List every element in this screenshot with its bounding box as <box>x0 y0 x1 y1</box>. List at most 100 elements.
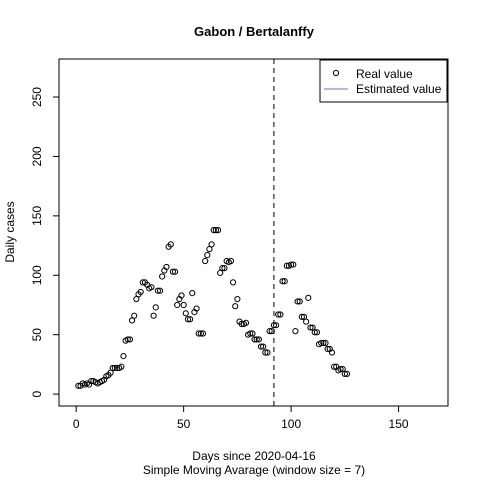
data-point <box>262 349 269 356</box>
data-point <box>199 330 207 337</box>
y-axis: 0 50 100 150 200 250 <box>30 87 60 397</box>
data-point <box>272 322 280 329</box>
data-point <box>195 330 202 337</box>
data-point <box>159 273 166 280</box>
data-point <box>303 318 310 325</box>
data-point <box>294 298 301 305</box>
y-tick-label: 50 <box>30 328 44 342</box>
data-point <box>320 339 327 347</box>
data-point <box>322 339 329 347</box>
data-point <box>337 366 344 373</box>
legend-point-marker <box>332 69 340 77</box>
x-tick-label: 50 <box>177 417 191 431</box>
x-axis-label: Days since 2020-04-16 <box>192 449 316 463</box>
data-point <box>197 330 204 337</box>
data-point <box>324 345 331 353</box>
data-point <box>313 329 321 336</box>
data-point <box>189 290 196 297</box>
y-tick-label: 0 <box>30 390 44 397</box>
data-point <box>227 257 235 265</box>
data-point <box>210 227 217 234</box>
data-point <box>167 241 174 248</box>
data-point <box>180 301 187 309</box>
data-point <box>251 336 258 343</box>
data-point <box>178 292 185 299</box>
data-point <box>212 227 219 234</box>
data-point <box>264 349 271 356</box>
x-axis: 0 50 100 150 <box>73 405 409 431</box>
data-point <box>118 363 125 370</box>
data-point <box>311 329 318 336</box>
data-point <box>169 268 177 275</box>
data-point <box>253 336 260 343</box>
data-point <box>229 279 237 286</box>
data-point <box>247 330 254 337</box>
chart-subtitle: Simple Moving Avarage (window size = 7) <box>143 463 365 477</box>
data-point <box>204 251 211 259</box>
data-point <box>120 352 127 360</box>
data-point <box>193 305 200 312</box>
data-point <box>257 343 265 350</box>
data-point <box>305 294 312 301</box>
legend-label-real: Real value <box>356 67 413 81</box>
data-point <box>232 303 239 310</box>
data-point <box>298 313 305 320</box>
plot-frame <box>58 58 449 407</box>
data-point <box>163 263 170 271</box>
data-point <box>290 261 297 268</box>
data-point <box>202 257 209 265</box>
y-axis-label: Daily cases <box>3 201 17 262</box>
data-point <box>288 261 295 268</box>
data-point <box>88 377 95 385</box>
data-point <box>318 339 325 347</box>
data-point <box>307 324 314 331</box>
data-point <box>126 336 134 343</box>
data-point <box>137 288 144 296</box>
data-point <box>266 328 273 335</box>
legend-box <box>319 59 448 103</box>
data-point <box>113 364 121 372</box>
x-tick-label: 0 <box>73 417 80 431</box>
legend-label-estimated: Estimated value <box>356 82 442 96</box>
data-point <box>219 265 226 272</box>
data-point <box>124 336 131 343</box>
data-point <box>292 328 299 335</box>
data-point <box>328 349 336 356</box>
data-point <box>275 311 282 318</box>
data-point <box>341 370 348 378</box>
data-point <box>214 227 222 234</box>
data-point <box>279 278 286 285</box>
data-point <box>330 363 338 370</box>
data-point <box>111 364 118 372</box>
data-point <box>255 336 262 343</box>
data-point <box>234 295 241 303</box>
data-point <box>343 370 351 378</box>
data-point <box>171 268 179 275</box>
x-tick-label: 150 <box>389 417 409 431</box>
data-point <box>277 311 284 318</box>
data-point <box>156 287 164 294</box>
data-point <box>186 316 194 323</box>
data-points <box>75 227 351 389</box>
data-point <box>249 330 256 337</box>
data-point <box>184 316 192 323</box>
data-point <box>260 343 267 350</box>
data-point <box>152 304 159 311</box>
data-point <box>182 310 189 317</box>
data-point <box>150 312 157 319</box>
y-tick-label: 150 <box>30 206 44 226</box>
y-tick-label: 100 <box>30 265 44 285</box>
data-point <box>296 298 303 305</box>
x-tick-label: 100 <box>281 417 301 431</box>
data-point <box>131 312 138 319</box>
data-point <box>242 319 250 326</box>
chart-title: Gabon / Bertalanffy <box>194 24 315 39</box>
y-tick-label: 200 <box>30 146 44 166</box>
data-point <box>281 278 288 285</box>
data-point <box>109 364 116 372</box>
data-point <box>221 265 228 272</box>
legend: Real value Estimated value <box>319 59 448 103</box>
data-point <box>238 320 245 328</box>
data-point <box>148 284 155 291</box>
